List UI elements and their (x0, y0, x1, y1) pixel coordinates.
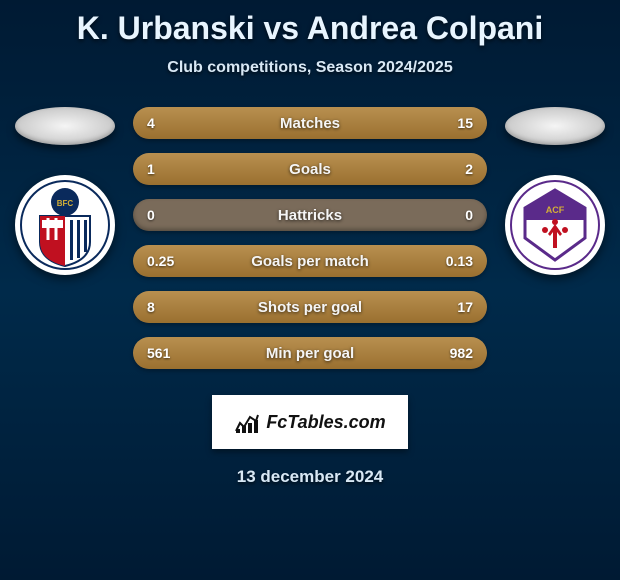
stat-label: Hattricks (133, 207, 487, 224)
subtitle: Club competitions, Season 2024/2025 (0, 59, 620, 77)
stat-label: Min per goal (133, 345, 487, 362)
stats-column: 415Matches 12Goals 00Hattricks 0.250.13Goal… (133, 107, 487, 369)
stat-row: 415Matches (133, 107, 487, 139)
stat-label: Matches (133, 115, 487, 132)
svg-text:BFC: BFC (57, 199, 74, 208)
left-column: BFC (15, 107, 115, 275)
club-badge-right: ACF (505, 175, 605, 275)
date-line: 13 december 2024 (0, 467, 620, 487)
logo-text: FcTables.com (266, 412, 385, 433)
fiorentina-badge-icon: ACF (510, 180, 600, 270)
stat-label: Shots per goal (133, 299, 487, 316)
stat-label: Goals (133, 161, 487, 178)
stat-row: 12Goals (133, 153, 487, 185)
stat-row: 817Shots per goal (133, 291, 487, 323)
stat-label: Goals per match (133, 253, 487, 270)
chart-icon (234, 409, 260, 435)
club-badge-left: BFC (15, 175, 115, 275)
page-title: K. Urbanski vs Andrea Colpani (0, 10, 620, 47)
stat-row: 0.250.13Goals per match (133, 245, 487, 277)
svg-text:ACF: ACF (546, 205, 565, 215)
fctables-logo: FcTables.com (212, 395, 408, 449)
stat-row: 00Hattricks (133, 199, 487, 231)
player-silhouette-left (15, 107, 115, 145)
stat-row: 561982Min per goal (133, 337, 487, 369)
comparison-row: BFC 415Matches 12Goals 00Hattricks 0.250.13… (0, 107, 620, 369)
right-column: ACF (505, 107, 605, 275)
player-silhouette-right (505, 107, 605, 145)
bologna-badge-icon: BFC (20, 180, 110, 270)
